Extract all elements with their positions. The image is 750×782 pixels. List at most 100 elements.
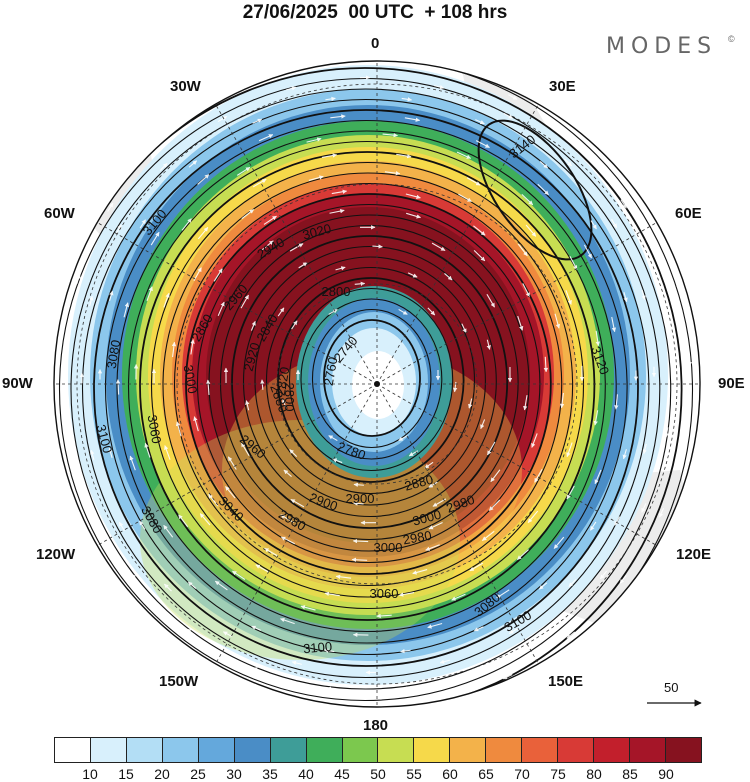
lon-label-0: 0 (371, 35, 380, 52)
colorbar-swatch (558, 738, 595, 762)
wind-vector (508, 627, 519, 634)
wind-vector (427, 307, 436, 316)
colorbar-tick-label: 10 (82, 766, 98, 782)
wind-vector (289, 243, 304, 252)
wind-vector (298, 262, 308, 269)
wind-vector (250, 320, 256, 331)
colorbar-tick-label: 15 (118, 766, 134, 782)
wind-vector (434, 85, 445, 90)
wind-vector (171, 341, 177, 358)
wind-vector (175, 421, 182, 437)
wind-vector (352, 538, 369, 544)
wind-vector (451, 593, 466, 601)
wind-vector (186, 628, 196, 636)
wind-vector (568, 579, 577, 587)
wind-vector (353, 482, 364, 487)
colorbar-tick-label: 70 (514, 766, 530, 782)
lon-label-30w: 30W (170, 78, 201, 95)
colorbar-swatch (234, 738, 271, 762)
wind-vector (49, 423, 51, 433)
wind-vector (488, 499, 501, 511)
wind-vector (570, 139, 579, 147)
wind-vector (107, 202, 114, 212)
colorbar-tick-label: 90 (658, 766, 674, 782)
wind-vector (205, 379, 211, 395)
wind-vector (468, 398, 473, 409)
wind-vector (115, 224, 122, 234)
wind-vector (400, 648, 411, 654)
wind-vector (476, 665, 487, 671)
contour-label: 3100 (303, 639, 333, 656)
colorbar-tick-label: 75 (550, 766, 566, 782)
wind-vector (475, 119, 485, 125)
contour-line (93, 109, 639, 667)
wind-vector (208, 493, 219, 507)
reference-vector-arrow (647, 699, 702, 707)
contour-label: 2800 (322, 284, 351, 299)
contour-label: 2980 (402, 528, 433, 548)
wind-vector (523, 395, 528, 411)
wind-vector (328, 308, 338, 315)
wind-vector (308, 175, 324, 181)
lon-label-60e: 60E (675, 205, 702, 222)
wind-vector (236, 166, 251, 176)
wind-vector (599, 570, 608, 580)
wind-vector (521, 194, 534, 206)
wind-vector (217, 116, 228, 123)
wind-vector (264, 547, 278, 557)
wind-vector (103, 566, 110, 575)
wind-vector (354, 281, 366, 286)
wind-vector (300, 605, 316, 611)
wind-vector (428, 522, 443, 530)
wind-vector (620, 199, 627, 209)
wind-vector (328, 435, 338, 442)
contour-label: 2900 (346, 491, 375, 506)
wind-vector (252, 118, 263, 124)
wind-vector (108, 447, 113, 458)
wind-vector (583, 244, 593, 259)
wind-vector (255, 564, 270, 573)
wind-vector (508, 94, 518, 100)
wind-vector (291, 320, 298, 330)
wind-vector (331, 189, 348, 195)
wind-vector (222, 631, 233, 638)
wind-vector (47, 345, 48, 355)
wind-vector (91, 506, 97, 517)
wind-vector (553, 536, 565, 549)
wind-vector (427, 622, 443, 629)
wind-vector (178, 514, 189, 528)
contour-line (70, 88, 661, 690)
contour-line (196, 203, 541, 564)
wind-vector (163, 292, 170, 308)
wind-vector (473, 250, 486, 262)
wind-vector (486, 339, 491, 350)
contour-line (231, 235, 509, 529)
wind-vector (152, 624, 162, 632)
wind-vector (197, 227, 209, 240)
wind-vector (517, 243, 528, 257)
colorbar-tick-label: 85 (622, 766, 638, 782)
wind-vector (372, 244, 383, 249)
wind-vector (559, 392, 565, 409)
contour-line (311, 308, 432, 449)
wind-vector (89, 295, 94, 307)
lon-label-120e: 120E (676, 546, 712, 563)
wind-vector (398, 591, 415, 597)
colorbar-swatch (630, 738, 666, 762)
colorbar-swatch (306, 738, 343, 762)
wind-vector (614, 516, 621, 526)
contour-label: 3100 (93, 423, 115, 455)
wind-vector (566, 485, 575, 500)
wind-vector (325, 96, 336, 102)
wind-vector (473, 225, 486, 236)
wind-vector (321, 153, 338, 159)
wind-vector (123, 302, 129, 318)
wind-vector (241, 442, 250, 457)
contour-line (81, 98, 650, 679)
colorbar-tick-label: 25 (190, 766, 206, 782)
contour-label: 3060 (145, 414, 165, 445)
wind-vector (566, 631, 576, 639)
wind-vector (544, 95, 554, 102)
wind-vector (382, 132, 398, 138)
south-pole-marker (374, 381, 380, 387)
